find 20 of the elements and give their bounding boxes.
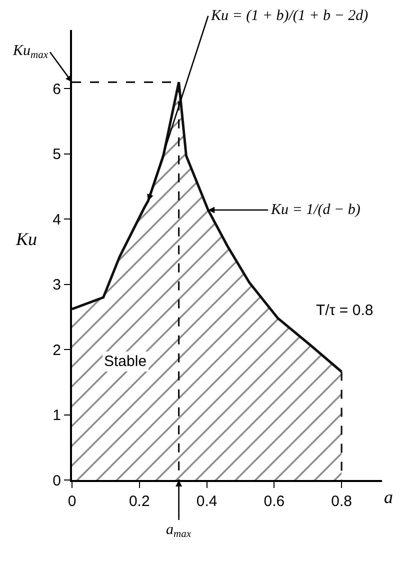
x-tick-label: 0 — [68, 493, 76, 510]
x-tick-label: 0.8 — [331, 493, 352, 510]
y-tick-label: 1 — [52, 407, 61, 424]
y-tick-label: 4 — [52, 211, 61, 228]
y-tick-label: 3 — [52, 276, 61, 294]
y-tick-label: 6 — [52, 80, 61, 98]
x-tick-label: 0.2 — [128, 493, 150, 510]
x-tick-label: 0.4 — [196, 493, 218, 510]
y-tick-label: 5 — [52, 146, 61, 164]
x-tick-label: 0.6 — [264, 493, 285, 510]
annotation: Ku$_{max}$ — [12, 43, 48, 62]
annotation: T/τ = 0.8 — [316, 302, 374, 319]
annotation: Ku = 1/(d − b) — [270, 202, 360, 218]
annotation: a$_{max}$ — [166, 522, 192, 540]
y-tick-label: 0 — [52, 472, 61, 490]
y-axis-title: Ku — [15, 229, 38, 249]
y-tick-label: 2 — [52, 342, 61, 359]
annotation: Stable — [104, 353, 147, 370]
annotation: Ku = (1 + b)/(1 + b − 2d) — [210, 8, 368, 24]
x-axis-title: a — [384, 487, 393, 507]
